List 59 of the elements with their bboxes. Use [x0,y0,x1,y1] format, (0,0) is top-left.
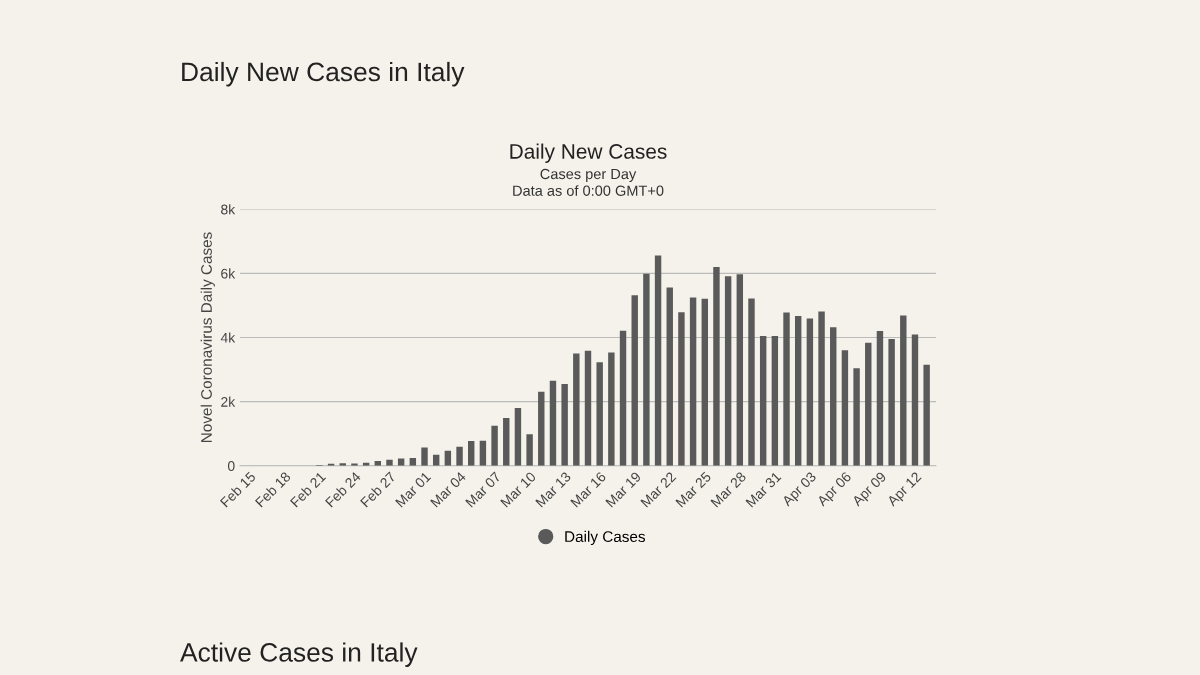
y-axis-title: Novel Coronavirus Daily Cases [200,232,215,442]
bar [561,383,568,466]
y-tick-label: 6k [221,268,236,279]
bar [701,298,708,466]
x-tick-label: Mar 31 [745,471,782,508]
bar [713,266,720,466]
bar [853,368,860,466]
bar [514,408,522,466]
y-tick-label: 0 [227,461,235,471]
bar [608,352,615,466]
bar [748,298,755,466]
y-tick-label: 4k [220,332,236,343]
legend-label: Daily Cases [565,530,646,546]
bar [794,316,802,466]
bar [771,335,779,466]
bar [666,287,673,466]
bar [468,441,475,466]
bar [386,459,393,466]
bar [526,434,533,466]
bar [421,447,428,466]
bar [888,339,895,466]
bar [689,297,697,466]
chart-title: Daily New Cases [510,143,667,163]
bar [923,364,930,466]
x-tick-label: Apr 06 [816,471,854,509]
bar [619,330,627,466]
bar [573,353,580,466]
bar [865,342,872,466]
x-tick-label: Apr 03 [781,471,819,509]
bar [538,391,545,466]
bar [549,380,557,466]
bar [631,295,638,466]
bar [643,273,650,466]
text: Daily New Cases in Italy [182,61,465,87]
bar [654,255,662,466]
chart-subtitle: Cases per Day Data as of 0:00 GMT+0 [513,168,664,196]
x-tick-label: Apr 09 [851,471,889,509]
bar [678,312,685,466]
x-tick-label: Apr 12 [886,471,924,509]
bar [806,318,814,466]
text: Active Cases in Italy [180,642,418,667]
bar [724,276,732,466]
y-tick-label: 8k [221,204,236,215]
bar [841,350,849,466]
bar [911,334,919,466]
bar [783,312,790,466]
bar [584,350,592,466]
bar [759,335,767,466]
y-tick-label: 2k [221,396,236,407]
bar [818,311,825,466]
bar [491,425,498,466]
bar [736,274,744,466]
x-tick-label: Mar 28 [710,471,747,508]
bar [503,417,510,466]
bar [830,327,837,466]
bar [456,446,463,466]
bar [900,315,907,466]
bar [596,362,603,466]
bar [876,331,884,466]
